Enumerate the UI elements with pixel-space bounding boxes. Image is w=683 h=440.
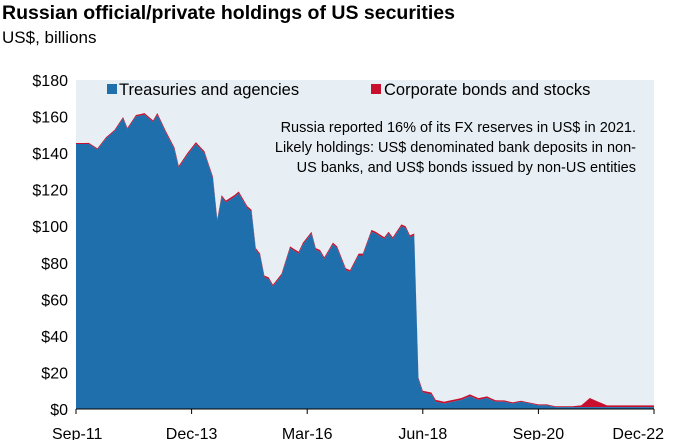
x-tick-label: Sep-11 [52,426,103,440]
y-tick-label: $40 [41,329,68,346]
legend: Treasuries and agencies Corporate bonds a… [107,81,590,99]
y-tick-label: $120 [32,183,68,200]
chart-subtitle: US$, billions [2,28,97,47]
annotation-line: US banks, and US$ bonds issued by non-US… [297,160,636,176]
y-tick-label: $80 [41,256,68,273]
annotation-line: Russia reported 16% of its FX reserves i… [281,120,636,136]
y-tick-label: $180 [32,73,68,90]
annotation: Russia reported 16% of its FX reserves i… [275,120,636,176]
x-tick-label: Jun-18 [398,426,447,440]
legend-label-corporate: Corporate bonds and stocks [384,81,590,99]
chart-title: Russian official/private holdings of US … [2,2,455,24]
area-treasuries-and-agencies [76,114,654,409]
y-tick-label: $160 [32,110,68,127]
x-tick-label: Dec-13 [166,426,218,440]
axes-group: $0 $20 $40 $60 $80 $100 $120 $140 $160 $180 Sep-11… [32,73,664,440]
x-tick-label: Sep-20 [513,426,565,440]
y-tick-label: $100 [32,219,68,236]
y-tick-label: $20 [41,365,68,382]
y-tick-label: $60 [41,292,68,309]
legend-swatch-treasuries [107,84,117,94]
x-tick-label: Mar-16 [282,426,333,440]
legend-swatch-corporate [371,84,381,94]
annotation-line: Likely holdings: US$ denominated bank de… [275,140,636,156]
areas-group [76,112,654,409]
y-tick-label: $140 [32,146,68,163]
legend-label-treasuries: Treasuries and agencies [119,81,299,99]
y-tick-label: $0 [50,402,68,419]
x-tick-label: Dec-22 [612,426,664,440]
